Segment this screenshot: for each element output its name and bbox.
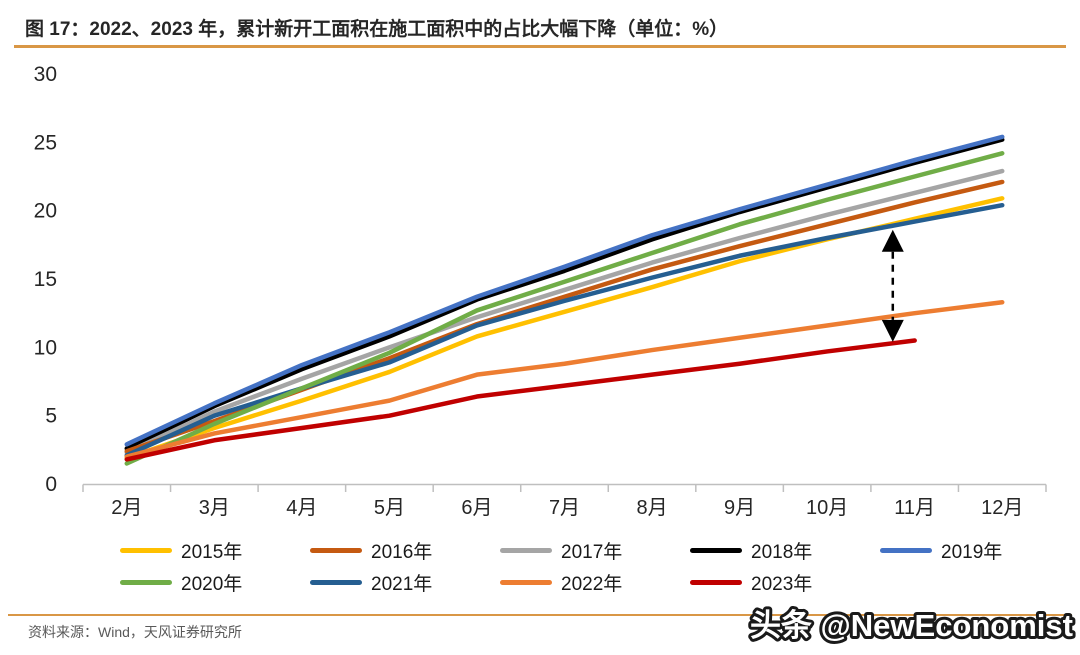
y-axis-tick-label: 10 — [34, 336, 57, 359]
legend-item-2018年: 2018年 — [690, 534, 880, 566]
y-axis-tick-label: 30 — [34, 63, 57, 86]
legend-label: 2019年 — [941, 541, 1003, 563]
watermark: 头条 @NewEconomist — [747, 605, 1076, 646]
legend-label: 2017年 — [561, 541, 623, 563]
legend-label: 2020年 — [181, 573, 243, 595]
figure-title: 图 17：2022、2023 年，累计新开工面积在施工面积中的占比大幅下降（单位… — [25, 19, 729, 40]
x-axis-tick-label: 8月 — [636, 497, 667, 519]
legend-item-2017年: 2017年 — [500, 534, 690, 566]
footer-divider — [8, 614, 1072, 616]
y-axis-tick-label: 20 — [34, 200, 57, 223]
legend-line-swatch — [500, 547, 552, 553]
legend-item-2019年: 2019年 — [880, 534, 1070, 566]
legend-line-swatch — [690, 547, 742, 553]
x-axis-tick-label: 9月 — [724, 497, 755, 519]
series-line-2018年 — [124, 137, 1005, 451]
series-line-2019年 — [124, 134, 1005, 447]
legend-label: 2022年 — [561, 573, 623, 595]
x-axis-tick-label: 4月 — [286, 497, 317, 519]
legend-item-2021年: 2021年 — [310, 566, 500, 598]
y-axis-tick-label: 25 — [34, 131, 57, 154]
series-line-2020年 — [124, 151, 1005, 466]
y-axis-tick-label: 5 — [45, 405, 57, 428]
y-axis-tick-label: 0 — [45, 473, 57, 496]
legend-line-swatch — [310, 579, 362, 585]
title-divider — [14, 45, 1066, 48]
x-axis-tick-label: 11月 — [894, 497, 935, 519]
legend-item-2020年: 2020年 — [120, 566, 310, 598]
x-axis-tick-label: 7月 — [549, 497, 580, 519]
legend-label: 2018年 — [751, 541, 813, 563]
series-line-2021年 — [124, 202, 1005, 458]
line-chart: 0 5 10 15 20 25 30 2月 3月 4月 5月 6月 7月 8月 9月 10月 11月 12月 — [34, 63, 1047, 519]
legend-item-2016年: 2016年 — [310, 534, 500, 566]
legend-line-swatch — [690, 579, 742, 585]
legend-line-swatch — [310, 547, 362, 553]
x-axis-tick-label: 3月 — [199, 497, 230, 519]
y-axis-tick-label: 15 — [34, 268, 57, 291]
chart-legend: 2015年 2016年 2017年 2018年 2019年 2020年 2021年 2022年… — [120, 534, 1080, 598]
legend-line-swatch — [880, 547, 932, 553]
x-axis-tick-label: 6月 — [461, 497, 492, 519]
annotation-arrowhead-down — [881, 319, 904, 342]
legend-item-2015年: 2015年 — [120, 534, 310, 566]
x-axis-tick-label: 12月 — [981, 497, 1023, 519]
data-source-note: 资料来源：Wind，天风证券研究所 — [28, 624, 242, 640]
x-axis-tick-label: 5月 — [374, 497, 405, 519]
legend-item-2022年: 2022年 — [500, 566, 690, 598]
series-line-2016年 — [124, 179, 1005, 454]
legend-line-swatch — [500, 579, 552, 585]
legend-item-2023年: 2023年 — [690, 566, 880, 598]
legend-line-swatch — [120, 579, 172, 585]
series-line-2022年 — [124, 299, 1005, 459]
series-line-2017年 — [124, 168, 1005, 455]
legend-label: 2016年 — [371, 541, 433, 563]
annotation-arrowhead-up — [881, 229, 904, 252]
legend-label: 2023年 — [751, 573, 813, 595]
x-axis-tick-label: 2月 — [111, 497, 142, 519]
legend-label: 2021年 — [371, 573, 433, 595]
legend-label: 2015年 — [181, 541, 243, 563]
watermark-text: 头条 @NewEconomist — [750, 608, 1073, 643]
legend-line-swatch — [120, 547, 172, 553]
series-line-2023年 — [124, 338, 917, 462]
x-axis-tick-label: 10月 — [806, 497, 848, 519]
series-line-2015年 — [124, 196, 1005, 461]
